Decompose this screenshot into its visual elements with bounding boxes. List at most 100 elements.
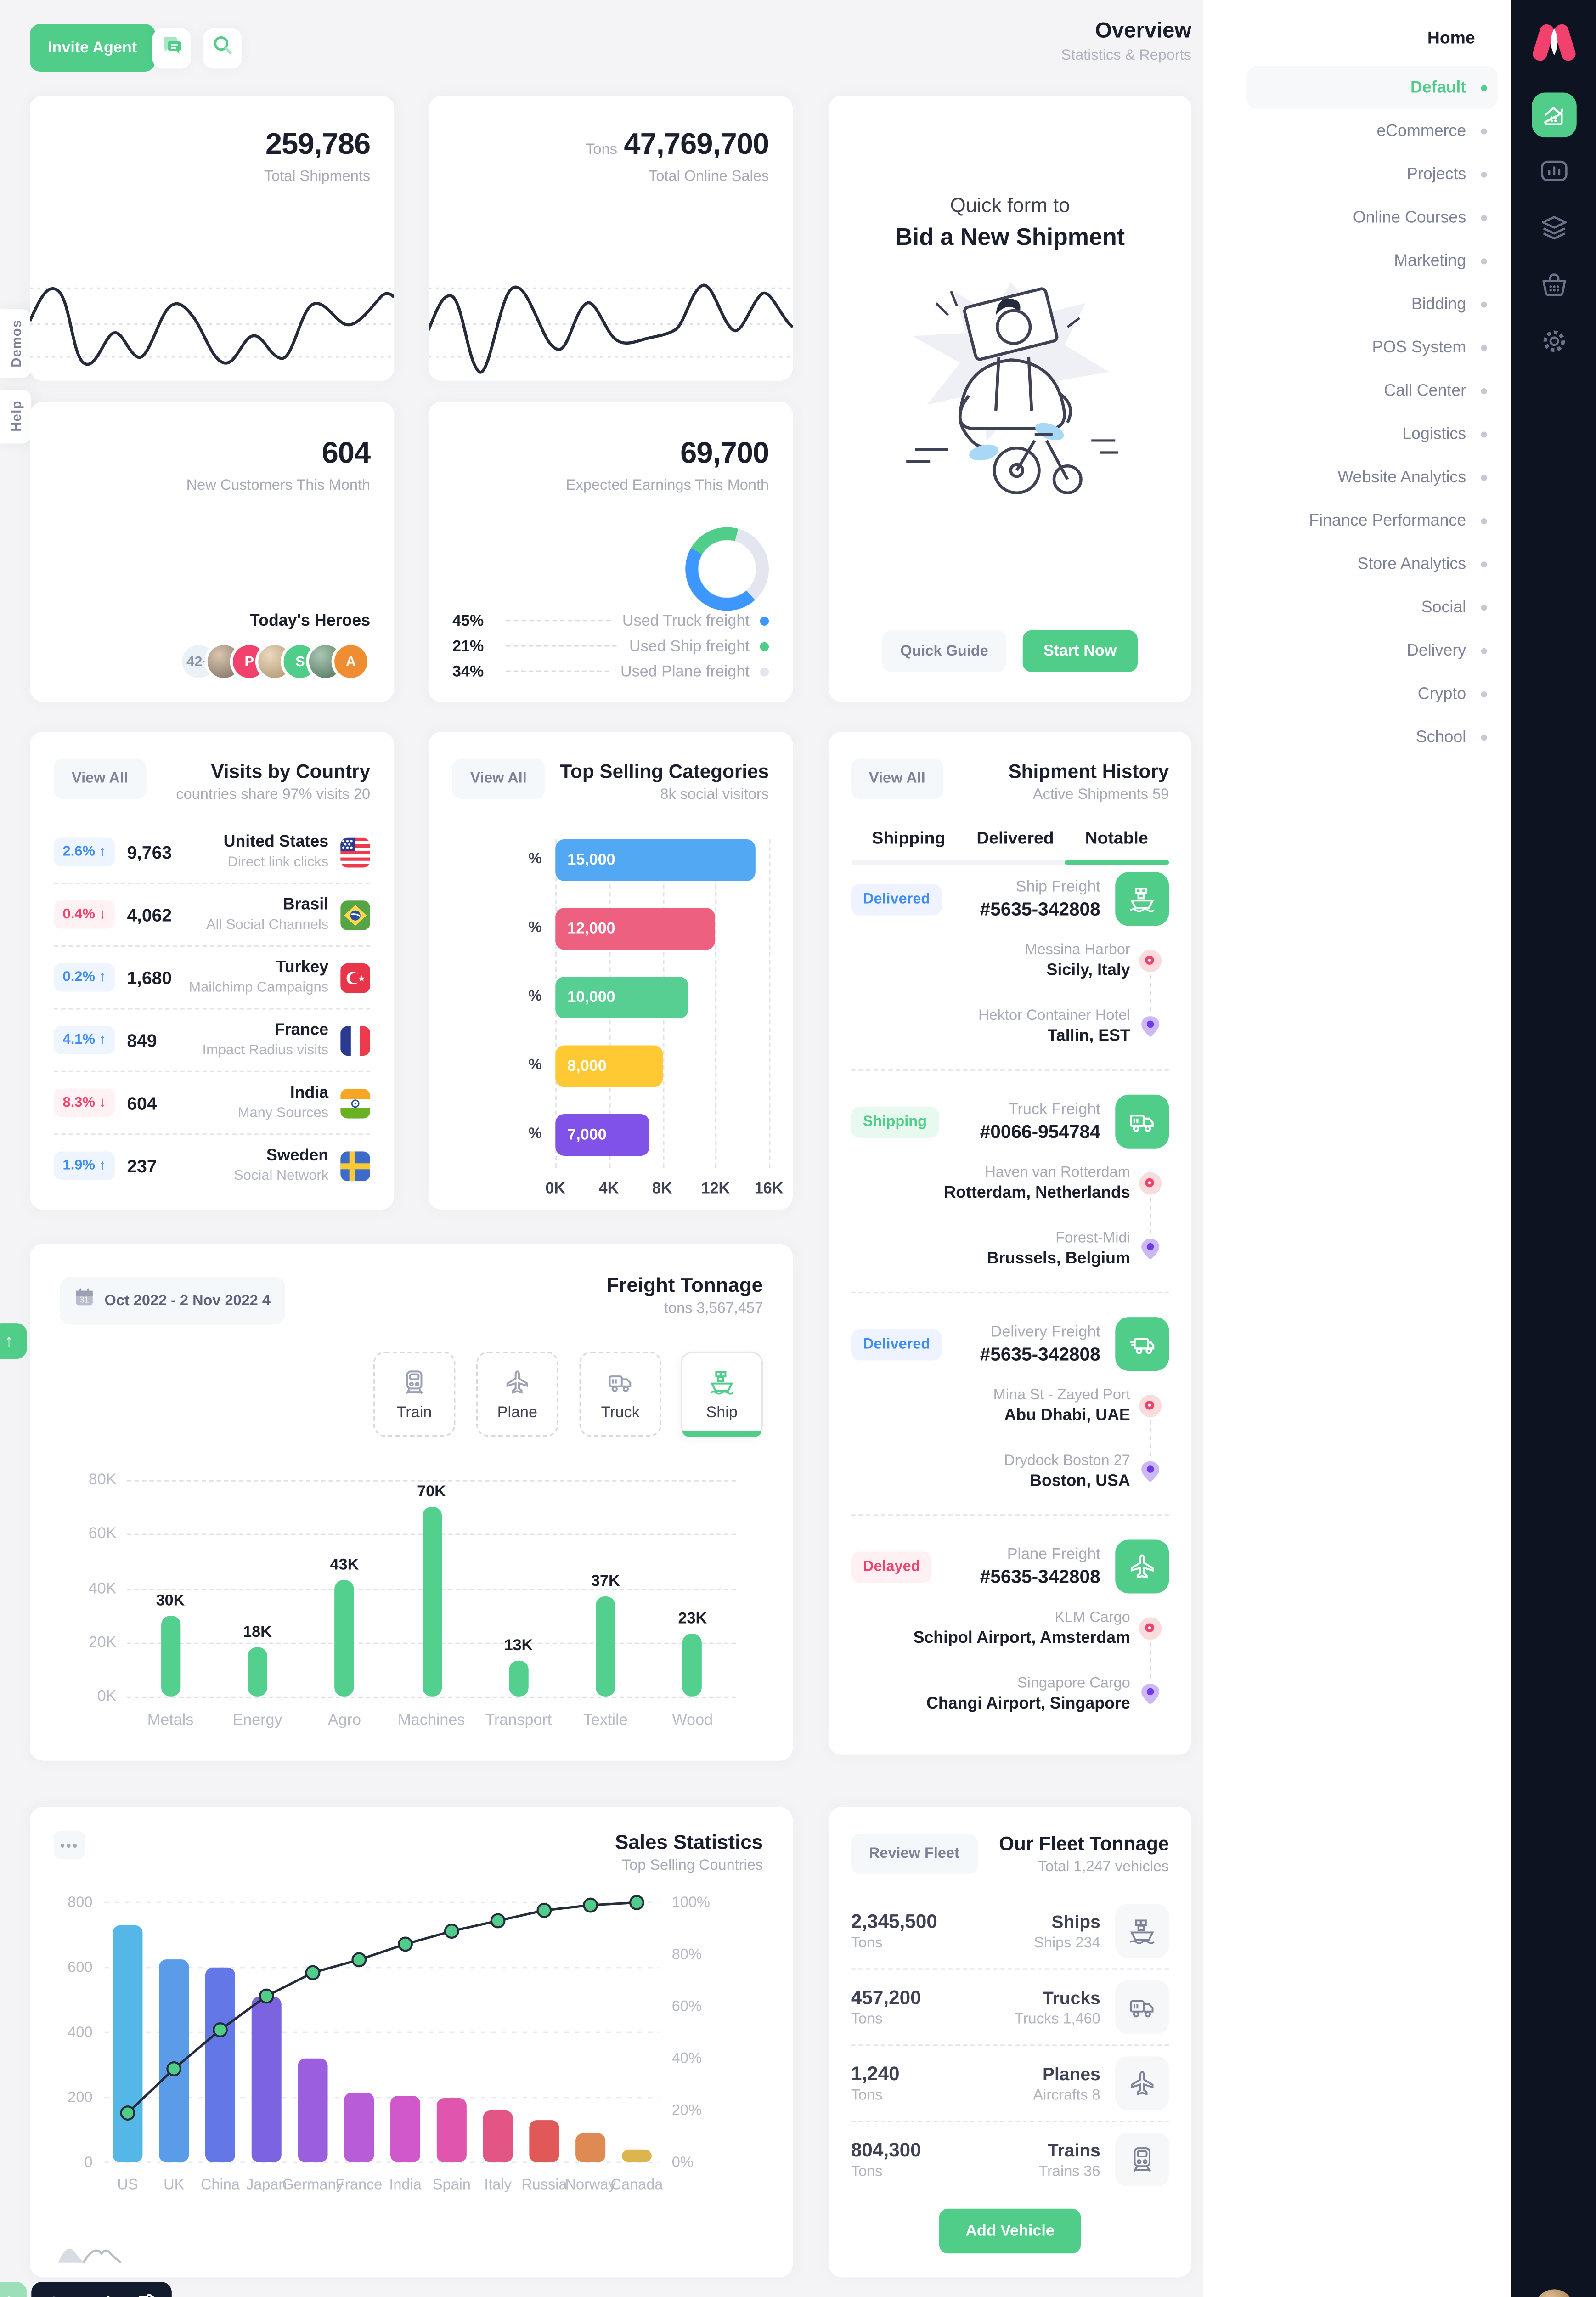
svg-text:India: India — [389, 2176, 422, 2193]
tab-delivered[interactable]: Delivered — [976, 830, 1054, 849]
sidebar-item-store-analytics[interactable]: Store Analytics — [1203, 542, 1511, 585]
sidebar-item-social[interactable]: Social — [1203, 585, 1511, 628]
visits-row-turkey[interactable]: 0.2% ↑ 1,680 Turkey Mailchimp Campaigns — [54, 947, 371, 1008]
sales-statistics-card: ••• Sales Statistics Top Selling Countri… — [30, 1807, 793, 2278]
origin-marker-icon — [1130, 949, 1169, 972]
svg-text:Russia: Russia — [521, 2176, 567, 2193]
india-flag-icon — [340, 1088, 371, 1118]
start-now-button[interactable]: Start Now — [1022, 630, 1138, 672]
tab-notable[interactable]: Notable — [1085, 830, 1148, 849]
review-fleet-button[interactable]: Review Fleet — [851, 1833, 977, 1874]
total-shipments-card: 259,786 Total Shipments — [30, 96, 395, 381]
mode-tab-truck[interactable]: Truck — [579, 1351, 662, 1437]
scroll-top-button[interactable]: ↑ — [0, 1323, 27, 1359]
tab-shipping[interactable]: Shipping — [872, 830, 946, 849]
chat-button[interactable] — [152, 28, 192, 69]
sidebar-item-crypto[interactable]: Crypto — [1203, 672, 1511, 715]
sidebar-item-school[interactable]: School — [1203, 715, 1511, 758]
ship-icon — [1115, 1904, 1169, 1958]
add-vehicle-button[interactable]: Add Vehicle — [938, 2208, 1082, 2254]
sidebar-item-marketing[interactable]: Marketing — [1203, 239, 1511, 282]
legend-dot-grey — [760, 667, 769, 676]
online-sales-sparkline — [428, 283, 793, 374]
quick-guide-button[interactable]: Quick Guide — [882, 630, 1006, 672]
visits-row-us[interactable]: 2.6% ↑ 9,763 United States Direct link cl… — [54, 821, 371, 883]
sweden-flag-icon — [340, 1150, 371, 1181]
shipment-view-all-button[interactable]: View All — [851, 758, 943, 799]
legend-row-plane: 34% Used Plane freight — [452, 659, 769, 684]
svg-text:31: 31 — [80, 1295, 89, 1304]
fleet-subtitle: Total 1,247 vehicles — [1038, 1859, 1169, 1876]
sales-menu-button[interactable]: ••• — [54, 1831, 85, 1860]
sidebar-item-call-center[interactable]: Call Center — [1203, 369, 1511, 412]
visits-view-all-button[interactable]: View All — [54, 758, 146, 799]
sidebar-item-finance-performance[interactable]: Finance Performance — [1203, 499, 1511, 542]
sales-title: Sales Statistics — [615, 1831, 763, 1854]
svg-text:Canada: Canada — [610, 2176, 663, 2193]
visits-row-india[interactable]: 8.3% ↓ 604 India Many Sources — [54, 1072, 371, 1133]
destination-pin-icon — [1130, 1682, 1169, 1705]
search-button[interactable] — [203, 28, 242, 69]
svg-text:UK: UK — [164, 2176, 184, 2193]
rail-layers-icon[interactable] — [1538, 212, 1569, 243]
sparkline-decoration-icon — [58, 2248, 122, 2263]
sidebar-item-website-analytics[interactable]: Website Analytics — [1203, 455, 1511, 498]
visits-row-sweden[interactable]: 1.9% ↑ 237 Sweden Social Network — [54, 1135, 371, 1196]
invite-agent-button[interactable]: Invite Agent — [30, 24, 155, 72]
rail-settings-gear-icon[interactable] — [1538, 326, 1569, 357]
brazil-flag-icon — [340, 900, 371, 930]
top-selling-view-all-button[interactable]: View All — [452, 758, 545, 799]
rail-basket-icon[interactable] — [1538, 269, 1569, 300]
sidebar-item-delivery[interactable]: Delivery — [1203, 629, 1511, 672]
sidebar-item-logistics[interactable]: Logistics — [1203, 412, 1511, 455]
origin-marker-icon — [1130, 1394, 1169, 1417]
mode-tab-ship[interactable]: Ship — [681, 1351, 763, 1437]
svg-text:Norway: Norway — [565, 2176, 616, 2193]
chat-icon — [160, 34, 183, 63]
total-shipments-value: 259,786 — [265, 128, 371, 162]
heroes-title: Today's Heroes — [249, 612, 371, 630]
origin-marker-icon — [1130, 1171, 1169, 1194]
visits-title: Visits by Country — [211, 760, 371, 783]
mode-tab-train[interactable]: Train — [373, 1351, 456, 1437]
rail-charts-icon[interactable] — [1538, 155, 1569, 187]
sidebar-item-pos-system[interactable]: POS System — [1203, 326, 1511, 369]
tab-track — [851, 860, 1169, 865]
brand-logo-icon[interactable] — [1529, 21, 1577, 63]
fleet-row-planes: 1,240 Tons Planes Aircrafts 8 — [851, 2046, 1169, 2121]
top-selling-subtitle: 8k social visitors — [660, 787, 769, 803]
freight-chart: 30K Metals 18K Energy 43K Agro 70K Machi… — [127, 1480, 736, 1729]
shipment-entry-3[interactable]: Delivered Delivery Freight #5635-342808 M… — [851, 1310, 1169, 1516]
svg-text:Japan: Japan — [246, 2176, 287, 2193]
svg-text:800: 800 — [68, 1894, 92, 1910]
sidebar-item-default[interactable]: Default — [1246, 66, 1498, 109]
rail-home-button[interactable] — [1531, 92, 1576, 138]
user-avatar[interactable] — [1533, 2289, 1574, 2297]
scroll-top-button-footer[interactable]: ↑ — [0, 2282, 27, 2297]
sidebar-item-projects[interactable]: Projects — [1203, 153, 1511, 196]
quick-form-line2: Bid a New Shipment — [895, 225, 1125, 251]
sidebar-item-ecommerce[interactable]: eCommerce — [1203, 109, 1511, 152]
new-customers-card: 604 New Customers This Month Today's Her… — [30, 402, 395, 702]
mode-tab-plane[interactable]: Plane — [476, 1351, 558, 1437]
sidebar-item-online-courses[interactable]: Online Courses — [1203, 196, 1511, 239]
shipment-entry-4[interactable]: Delayed Plane Freight #5635-342808 KLM Ca… — [851, 1532, 1169, 1720]
sidebar-item-bidding[interactable]: Bidding — [1203, 282, 1511, 325]
visits-row-france[interactable]: 4.1% ↑ 849 France Impact Radius visits — [54, 1009, 371, 1070]
svg-text:Germany: Germany — [282, 2176, 344, 2193]
help-tab[interactable]: Help — [0, 390, 32, 444]
shipment-entry-1[interactable]: Delivered Ship Freight #5635-342808 Messi… — [851, 865, 1169, 1071]
icon-rail — [1511, 0, 1596, 2297]
demos-tab[interactable]: Demos — [0, 309, 32, 378]
shipment-history-title: Shipment History — [1008, 760, 1169, 783]
avatar-initial-a[interactable]: A — [331, 642, 371, 681]
svg-text:80%: 80% — [672, 1946, 702, 1962]
customize-button[interactable]: Customize — [31, 2282, 172, 2297]
truck-icon — [1115, 1980, 1169, 2034]
shipment-entry-2[interactable]: Shipping Truck Freight #0066-954784 Haven… — [851, 1087, 1169, 1294]
heroes-avatars: 42+ P S A — [179, 642, 371, 681]
online-sales-prefix: Tons — [586, 141, 617, 158]
visits-row-brasil[interactable]: 0.4% ↓ 4,062 Brasil All Social Channels — [54, 884, 371, 945]
top-selling-title: Top Selling Categories — [560, 760, 769, 783]
date-range-picker[interactable]: 31 Oct 2022 - 2 Nov 2022 4 — [60, 1277, 286, 1325]
